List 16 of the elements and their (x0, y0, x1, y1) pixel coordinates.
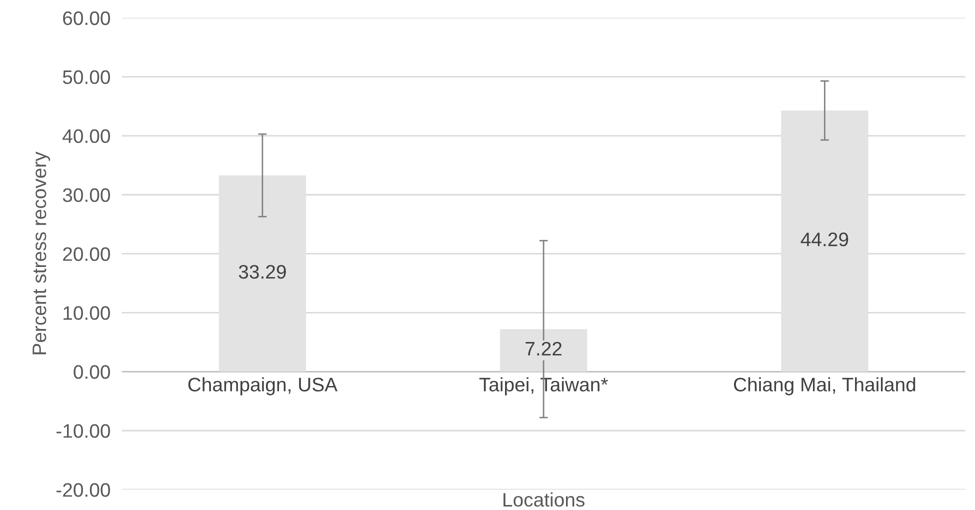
y-tick-label: -20.00 (56, 483, 110, 497)
x-tick-label: Chiang Mai, Thailand (734, 377, 916, 396)
y-tick-label: 50.00 (62, 70, 110, 84)
x-axis-title: Locations (504, 492, 584, 507)
x-tick-label: Champaign, USA (188, 377, 338, 396)
y-axis-title: Percent stress recovery (32, 152, 50, 354)
data-label: 44.29 (800, 232, 848, 246)
y-tick-label: -10.00 (56, 424, 110, 438)
y-tick-label: 20.00 (63, 247, 110, 261)
data-label: 7.22 (526, 342, 562, 356)
y-tick-label: 10.00 (64, 306, 110, 320)
y-tick-label: 0.00 (74, 365, 110, 379)
y-tick-label: 30.00 (62, 188, 110, 202)
y-tick-label: 40.00 (62, 129, 110, 144)
data-label: 33.29 (238, 264, 286, 279)
y-tick-label: 60.00 (63, 11, 110, 26)
